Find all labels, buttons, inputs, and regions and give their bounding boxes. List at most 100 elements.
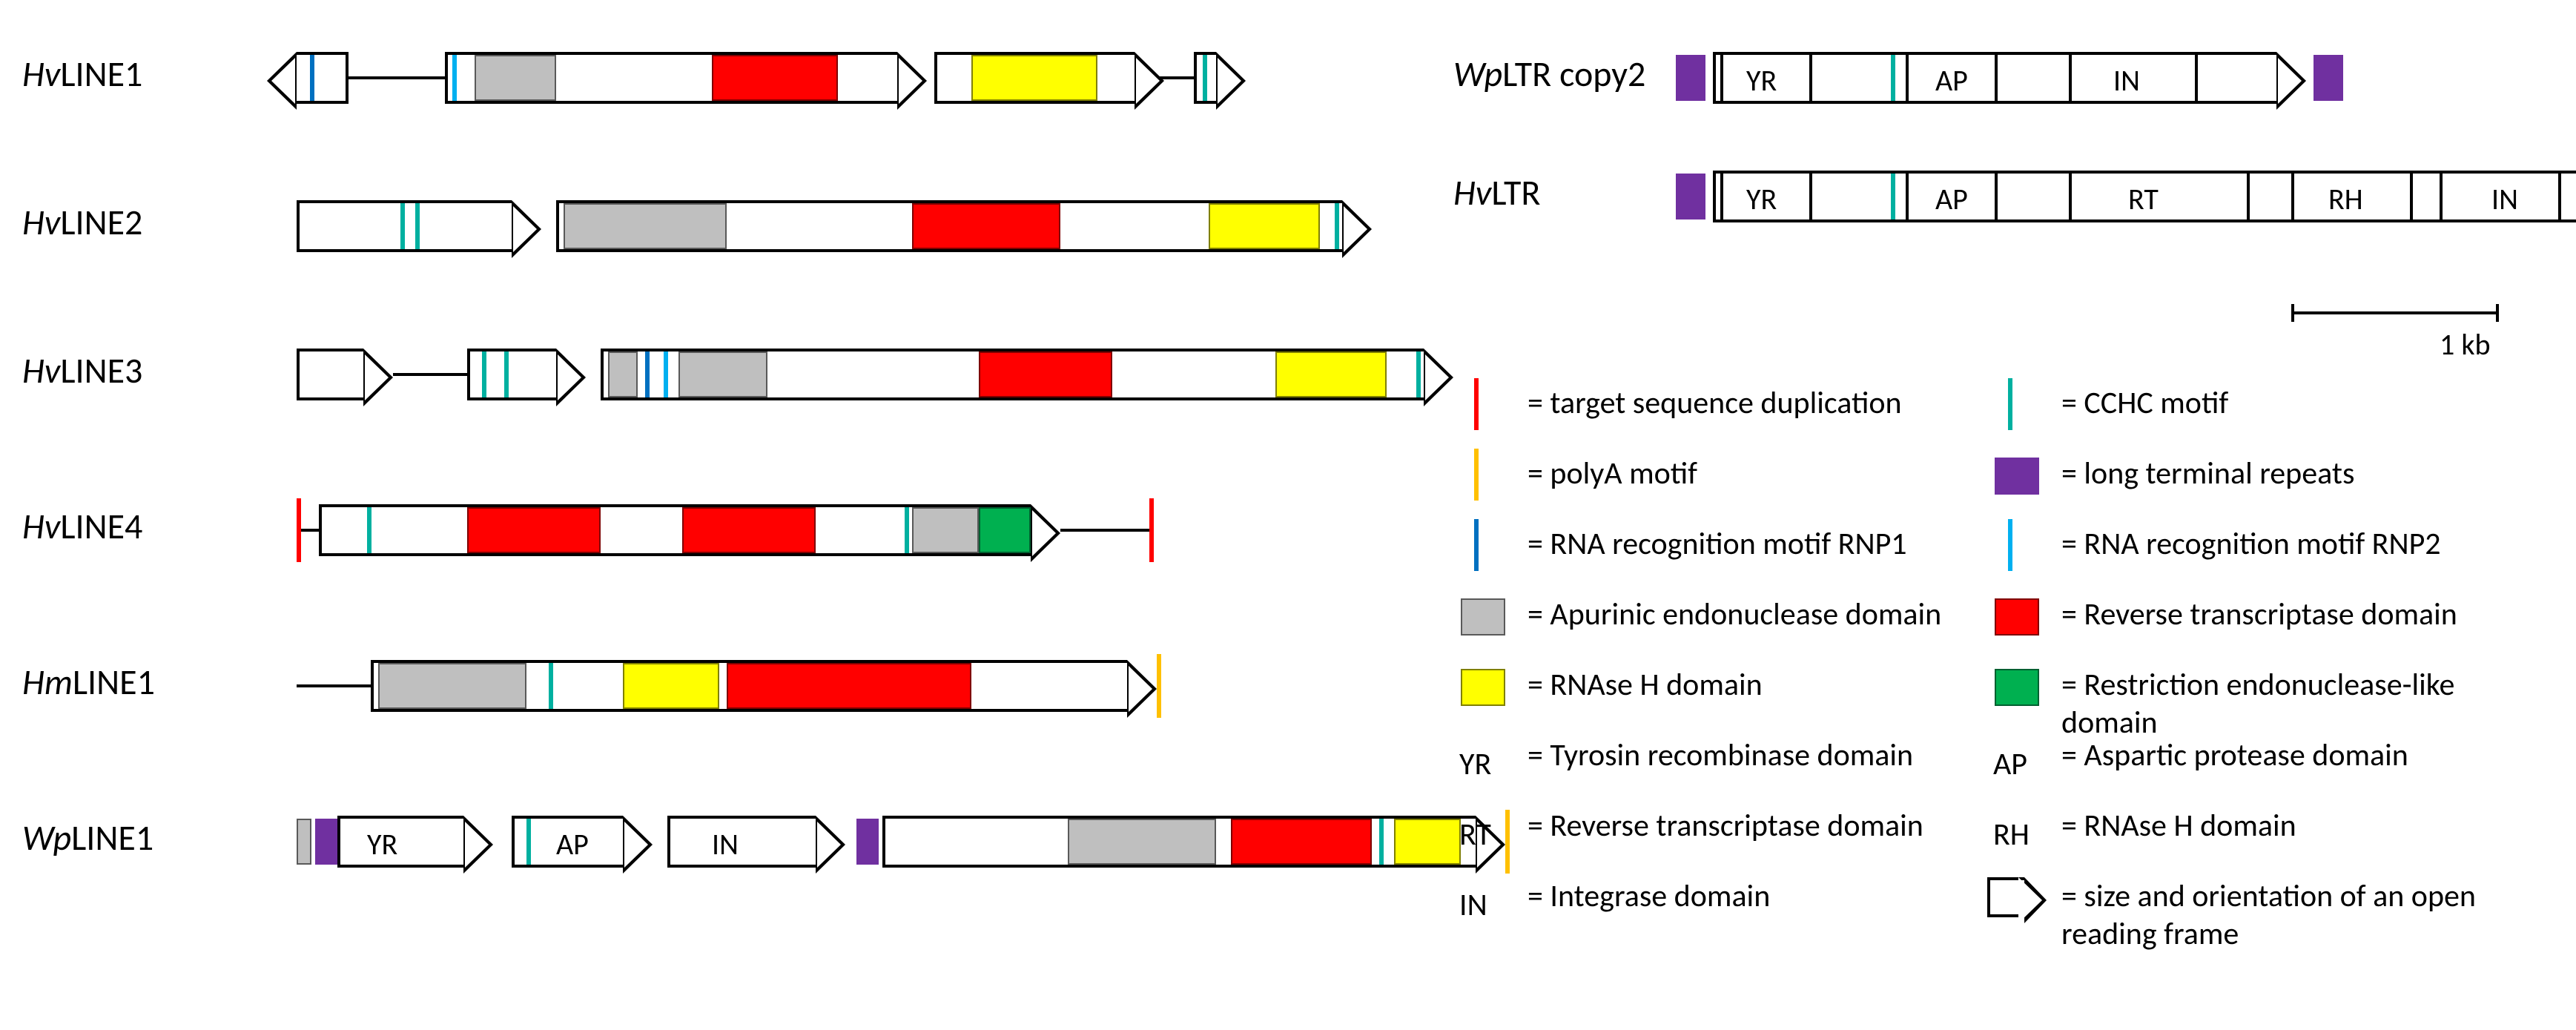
legend-cell: = size and orientation of an open readin…: [1987, 864, 2521, 934]
motif-tick: [1379, 819, 1384, 865]
legend-box-icon: [1995, 458, 2039, 495]
legend-tick-icon: [2008, 378, 2012, 430]
motif-tick: [367, 507, 371, 553]
legend-text: = Reverse transcriptase domain: [1528, 807, 1923, 845]
motif-tick: [645, 351, 650, 397]
connector-line: [297, 684, 371, 687]
legend-tick-icon: [1474, 449, 1479, 501]
legend-icon: [1453, 660, 1505, 704]
legend-cell: = polyA motif: [1453, 441, 1987, 512]
track-label-prefix: Wp: [22, 816, 71, 859]
track-HvLTR: HvLTRYRAPRTRHIN: [0, 156, 2576, 237]
orf-divider: [2440, 174, 2443, 219]
legend-tick-icon: [1474, 519, 1479, 571]
legend-icon: [1987, 449, 2039, 493]
domain-label: AP: [556, 826, 589, 862]
legend-icon: IN: [1453, 871, 1505, 916]
orf-arrow: [297, 349, 363, 400]
domain-label: YR: [367, 826, 397, 862]
legend-text: = RNA recognition motif RNP2: [2061, 525, 2441, 563]
domain-box: [297, 819, 311, 865]
orf-arrow: [467, 349, 556, 400]
domain-box: [467, 507, 601, 553]
orf-divider: [2410, 174, 2413, 219]
orf-divider: [2069, 55, 2072, 101]
domain-label: YR: [1746, 62, 1777, 99]
legend-tick-icon: [1474, 378, 1479, 430]
legend-icon: [1987, 871, 2039, 916]
legend-text: = Integrase domain: [1528, 877, 1770, 915]
legend-orf-icon: [1987, 877, 2024, 917]
track-label-prefix: Wp: [1453, 52, 1502, 96]
legend-text: = Aspartic protease domain: [2061, 736, 2408, 774]
connector-line: [1060, 529, 1149, 532]
legend-cell: RT = Reverse transcriptase domain: [1453, 793, 1987, 864]
motif-tick: [1416, 351, 1421, 397]
legend-text: = RNAse H domain: [1528, 666, 1763, 704]
orf-divider: [1720, 174, 1723, 219]
legend-icon: RT: [1453, 801, 1505, 845]
orf-divider: [2195, 55, 2198, 101]
domain-label: AP: [1935, 181, 1968, 217]
legend-abbr-icon: RT: [1459, 816, 1491, 854]
orf-arrow: [667, 816, 816, 868]
orf-divider: [2558, 174, 2561, 219]
domain-box: [727, 663, 971, 709]
legend-row: = Apurinic endonuclease domain= Reverse …: [1453, 582, 2551, 653]
motif-tick: [1891, 55, 1895, 101]
domain-box: [1231, 819, 1372, 865]
legend-row: = polyA motif= long terminal repeats: [1453, 441, 2551, 512]
track-label-prefix: Hm: [22, 660, 73, 704]
motif-tick: [482, 351, 486, 397]
track-label-rest: LINE1: [73, 660, 155, 704]
legend-row: = target sequence duplication= CCHC moti…: [1453, 371, 2551, 441]
legend-box-icon: [1461, 598, 1505, 636]
orf-arrow-head: [556, 349, 586, 406]
orf-arrow-head: [2276, 52, 2306, 110]
domain-label: RH: [2328, 181, 2363, 217]
legend-abbr-icon: IN: [1459, 886, 1487, 924]
domain-box: [979, 507, 1031, 553]
legend-icon: [1453, 519, 1505, 564]
legend-icon: [1453, 590, 1505, 634]
legend-cell: = CCHC motif: [1987, 371, 2521, 441]
track-label-prefix: Hv: [22, 349, 60, 392]
legend-cell: = Restriction endonuclease-like domain: [1987, 653, 2521, 723]
legend-row: = RNAse H domain = Restriction endonuclea…: [1453, 653, 2551, 723]
track-label-prefix: Hv: [1453, 171, 1491, 214]
orf-divider: [1995, 174, 1998, 219]
legend-row: RT = Reverse transcriptase domain RH = RNAs…: [1453, 793, 2551, 864]
legend-cell: = target sequence duplication: [1453, 371, 1987, 441]
track-label-rest: LTR copy2: [1502, 52, 1645, 96]
legend-icon: [1987, 590, 2039, 634]
scale-label: 1 kb: [2440, 326, 2491, 363]
track-label: HvLINE4: [22, 504, 142, 548]
legend-cell: = RNA recognition motif RNP2: [1987, 512, 2521, 582]
domain-box: [856, 819, 879, 865]
legend-row: = RNA recognition motif RNP1 = RNA recogn…: [1453, 512, 2551, 582]
track-label-rest: LTR: [1491, 171, 1540, 214]
scale-bar: [2291, 311, 2499, 314]
legend-abbr-icon: RH: [1993, 816, 2030, 854]
motif-tick: [1157, 654, 1161, 718]
domain-box: [623, 663, 719, 709]
legend-icon: [1453, 449, 1505, 493]
track-label: WpLINE1: [22, 816, 153, 859]
legend-tick-icon: [2008, 519, 2012, 571]
orf-divider: [1809, 174, 1812, 219]
legend-icon: YR: [1453, 730, 1505, 775]
legend-row: YR= Tyrosin recombinase domainAP= Aspart…: [1453, 723, 2551, 793]
domain-box: [1068, 819, 1216, 865]
legend-cell: YR= Tyrosin recombinase domain: [1453, 723, 1987, 793]
legend-cell: IN = Integrase domain: [1453, 864, 1987, 934]
legend-icon: [1987, 660, 2039, 704]
legend-cell: = RNA recognition motif RNP1: [1453, 512, 1987, 582]
legend-abbr-icon: YR: [1459, 745, 1491, 783]
motif-tick: [905, 507, 909, 553]
motif-tick: [549, 663, 553, 709]
orf-arrow-head: [1127, 660, 1157, 718]
legend-text: = RNAse H domain: [2061, 807, 2296, 845]
legend-text: = polyA motif: [1528, 455, 1697, 492]
domain-box: [912, 507, 979, 553]
motif-tick: [1149, 498, 1154, 562]
